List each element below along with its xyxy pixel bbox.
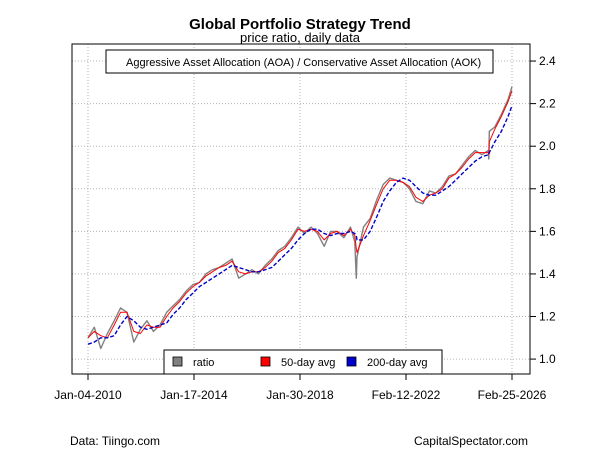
x-tick-label: Feb-25-2026: [478, 388, 547, 402]
x-tick-label: Jan-17-2014: [160, 388, 228, 402]
legend-label-ratio: ratio: [193, 357, 214, 369]
legend-swatch-200-day-avg: [346, 356, 357, 367]
series-legend: ratio 50-day avg 200-day avg: [163, 349, 443, 375]
top-legend-box: [105, 49, 494, 74]
x-tick-label: Feb-12-2022: [372, 388, 441, 402]
chart-title: Global Portfolio Strategy Trend: [189, 16, 411, 33]
series-legend-box: [163, 349, 443, 375]
series-line-200-day-avg: [87, 105, 513, 345]
footer-source: Data: Tiingo.com: [70, 434, 161, 448]
top-legend: Aggressive Asset Allocation (AOA) / Cons…: [105, 49, 494, 74]
y-tick-label: 2.2: [539, 97, 556, 111]
legend-swatch-50-day-avg: [260, 356, 271, 367]
y-tick-label: 1.4: [539, 267, 556, 281]
plot-series: [87, 86, 513, 350]
y-tick-label: 2.4: [539, 54, 556, 68]
gridlines: [72, 44, 530, 374]
footer-site: CapitalSpectator.com: [413, 434, 528, 448]
legend-label-50-day-avg: 50-day avg: [281, 357, 335, 369]
legend-swatch-ratio: [172, 356, 183, 367]
chart-subtitle: price ratio, daily data: [240, 30, 361, 45]
y-tick-label: 1.6: [539, 224, 556, 238]
y-tick-label: 1.2: [539, 310, 556, 324]
axes: 1.0 1.2 1.4 1.6 1.8 2.0 2.2 2.4 Jan-04-2010 Jan-1…: [54, 54, 556, 402]
plot-frame: [71, 43, 531, 375]
legend-label-200-day-avg: 200-day avg: [367, 357, 428, 369]
x-tick-label: Jan-04-2010: [54, 388, 122, 402]
top-legend-text: Aggressive Asset Allocation (AOA) / Cons…: [126, 57, 481, 69]
y-tick-label: 2.0: [539, 139, 556, 153]
y-tick-label: 1.0: [539, 352, 556, 366]
series-line-50-day-avg: [87, 90, 513, 339]
x-tick-label: Jan-30-2018: [266, 388, 334, 402]
y-tick-label: 1.8: [539, 182, 556, 196]
